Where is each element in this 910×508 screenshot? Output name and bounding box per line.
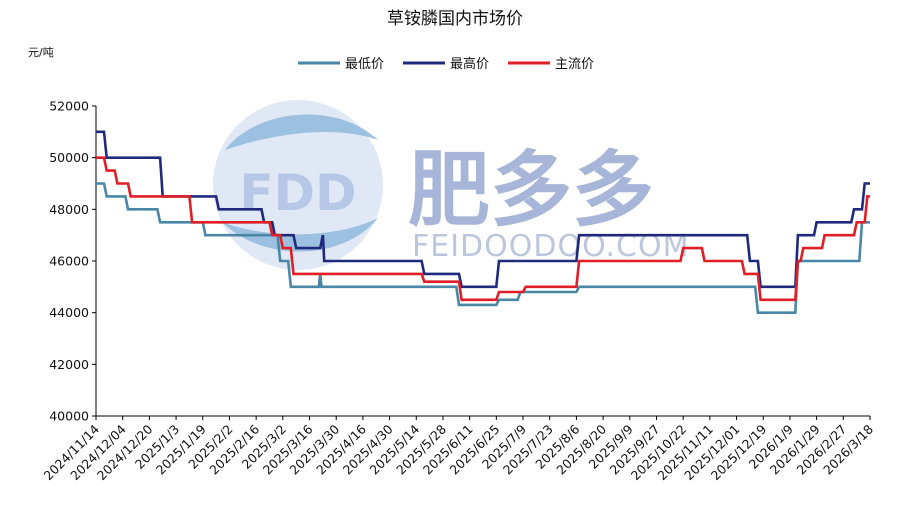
series-layer	[96, 130, 870, 314]
watermark: FDD 肥多多 FEIDOODOO.COM	[213, 100, 688, 270]
legend: 最低价 最高价 主流价	[298, 56, 594, 72]
y-tick-label: 40000	[49, 409, 89, 424]
chart-title: 草铵膦国内市场价	[387, 9, 523, 29]
y-tick-label: 50000	[49, 150, 89, 165]
legend-label: 最高价	[450, 56, 489, 72]
legend-label: 最低价	[345, 57, 384, 72]
legend-label: 主流价	[555, 57, 594, 72]
y-tick-label: 46000	[49, 254, 89, 269]
unit-label: 元/吨	[28, 46, 54, 59]
watermark-brand-cn: 肥多多	[408, 143, 654, 238]
series-line	[96, 130, 870, 289]
y-tick-label: 52000	[49, 99, 89, 114]
y-tick-label: 48000	[49, 202, 89, 217]
y-tick-label: 42000	[49, 357, 89, 372]
series-line	[96, 182, 870, 314]
watermark-logo-text: FDD	[239, 164, 356, 222]
y-tick-label: 44000	[49, 305, 89, 320]
watermark-logo: FDD	[213, 100, 383, 270]
series-line	[96, 156, 870, 302]
